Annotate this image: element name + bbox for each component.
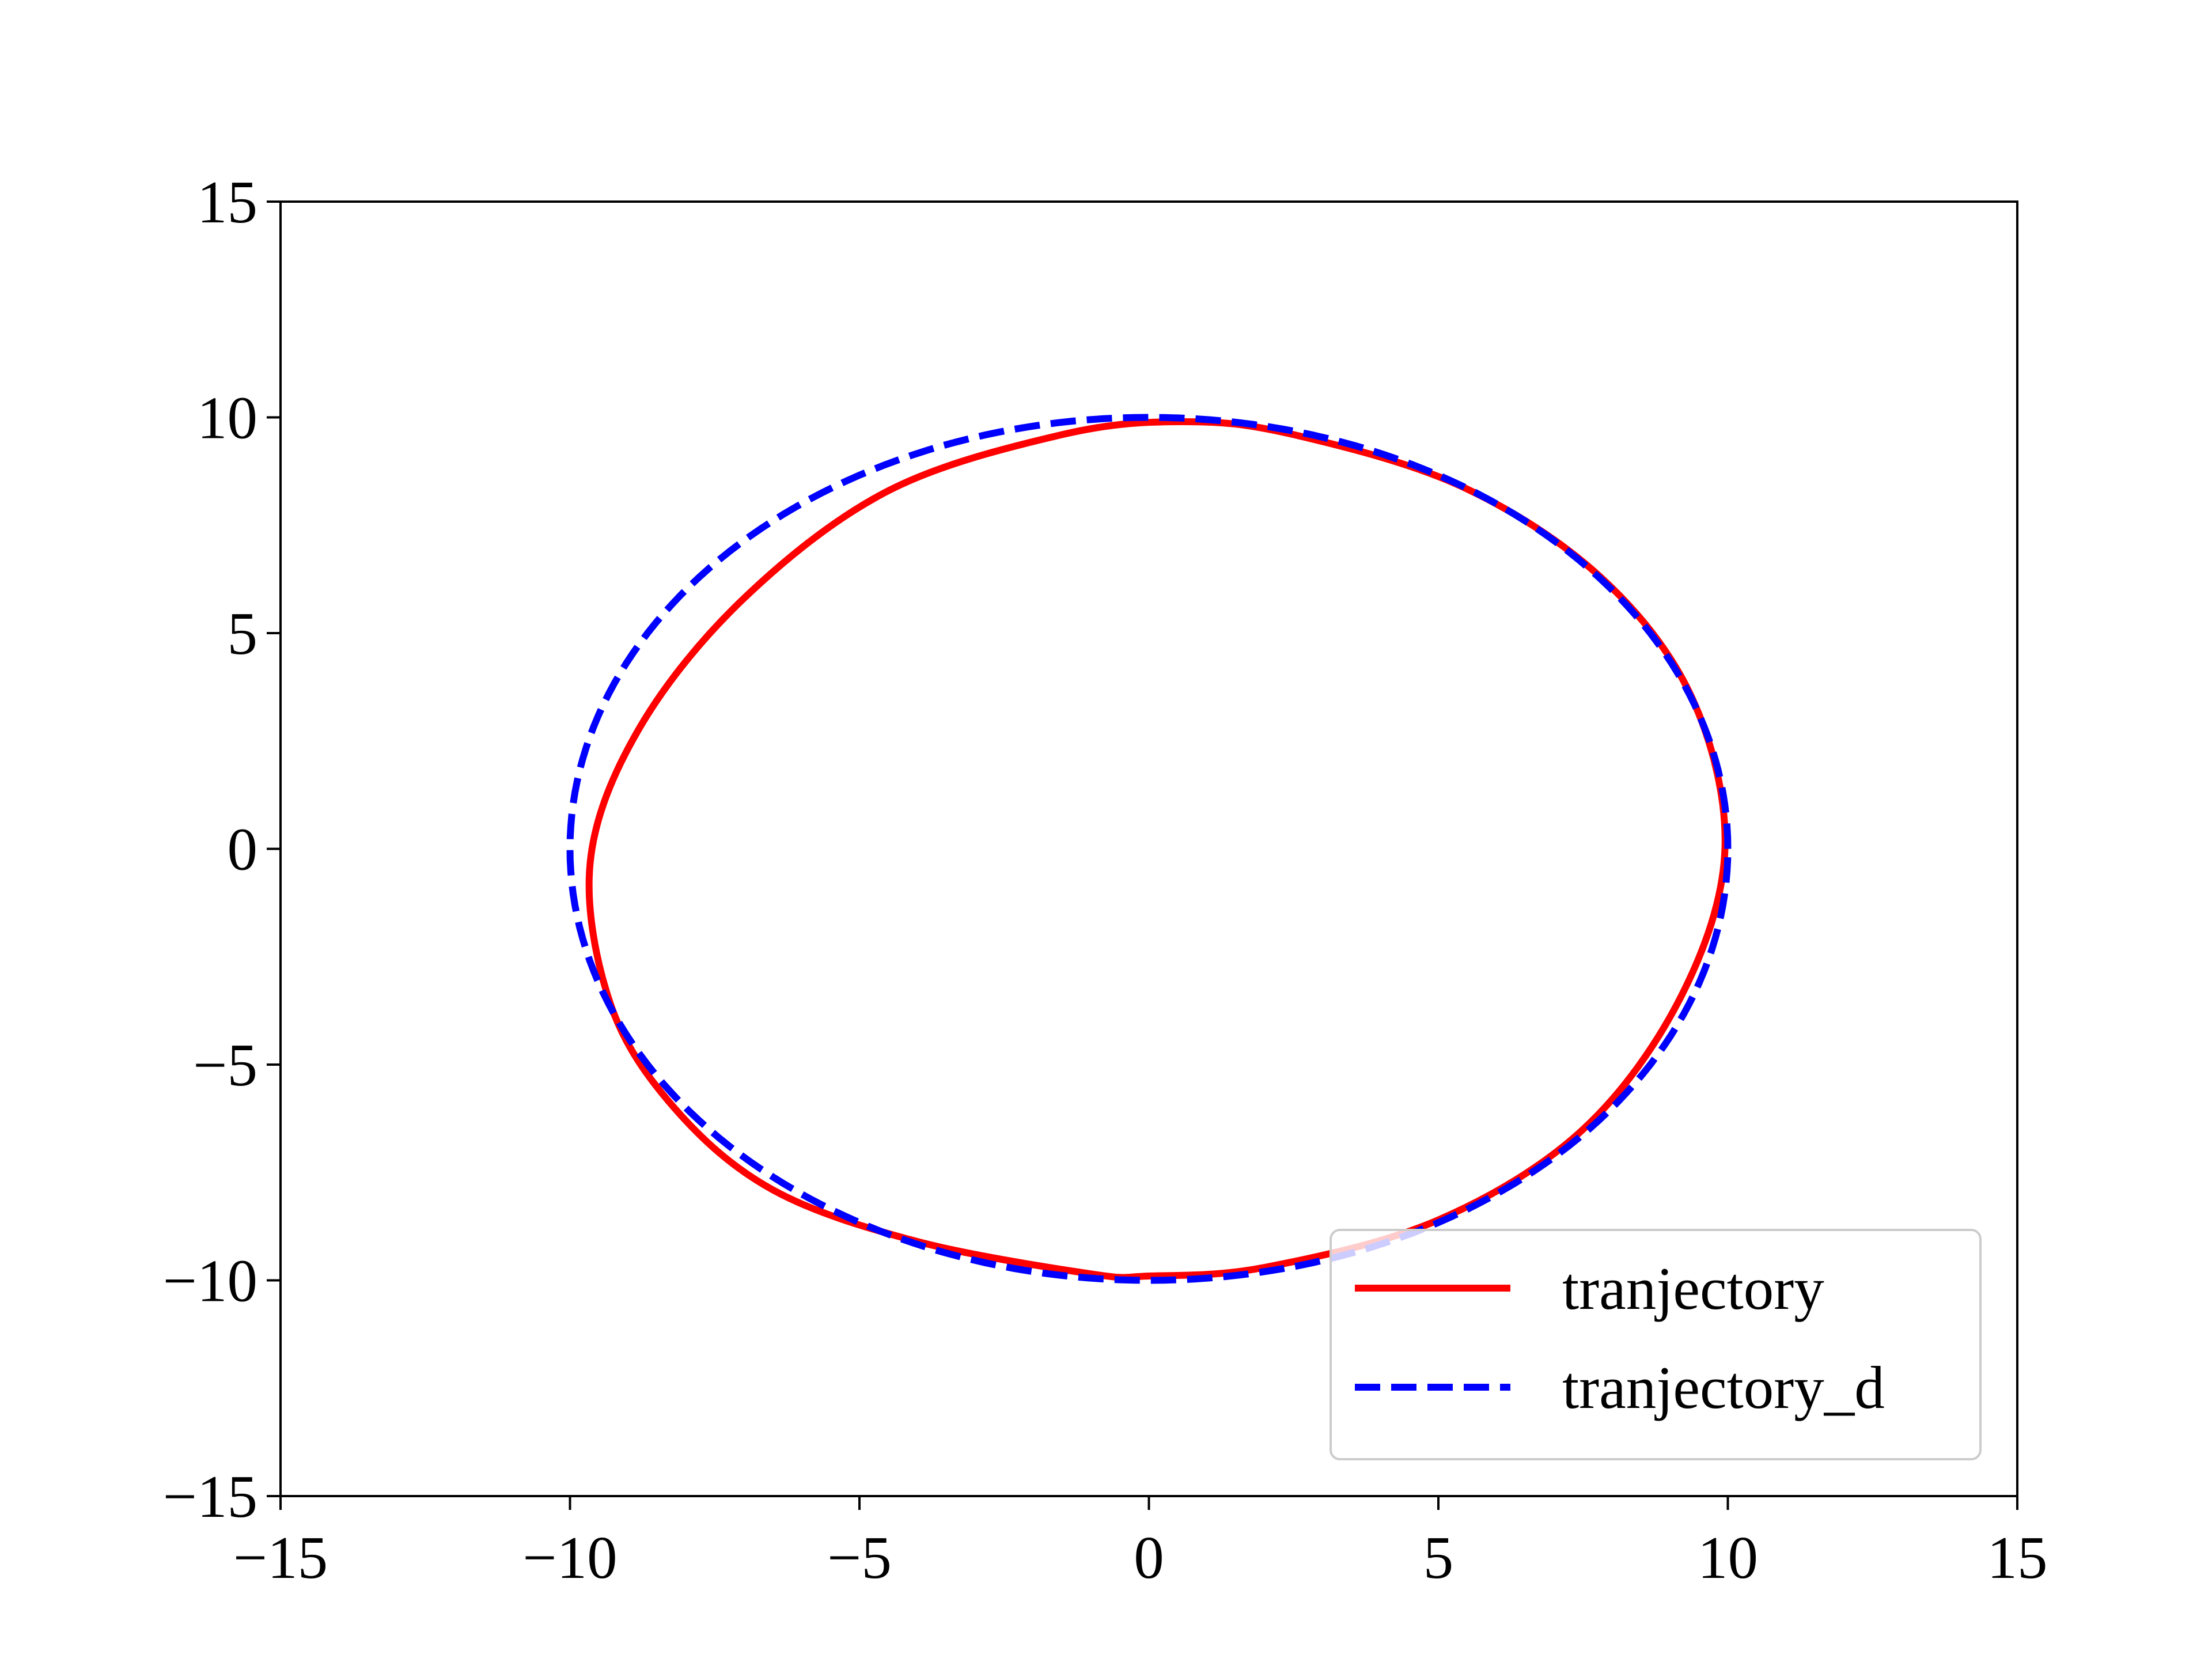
x-tick-label: 10	[1698, 1524, 1758, 1591]
series-line-tranjectory_d	[566, 414, 1732, 1284]
y-tick-label: 0	[228, 816, 258, 883]
x-tick-label: −15	[233, 1524, 328, 1591]
y-tick-label: −5	[193, 1031, 257, 1099]
legend-label-tranjectory: tranjectory	[1562, 1255, 1824, 1322]
y-axis: −15 −10 −5 0 5 10 15	[163, 168, 281, 1530]
y-tick-label: −10	[163, 1247, 257, 1315]
y-tick-label: 15	[197, 168, 257, 236]
x-axis: −15 −10 −5 0 5 10 15	[233, 1496, 2048, 1591]
y-tick-label: 5	[228, 600, 258, 667]
y-tick-label: −15	[163, 1463, 257, 1530]
y-tick-label: 10	[197, 384, 257, 452]
legend-label-tranjectory_d: tranjectory_d	[1562, 1354, 1885, 1421]
legend: tranjectory tranjectory_d	[1330, 1229, 1982, 1460]
x-tick-label: −10	[522, 1524, 617, 1591]
x-tick-label: −5	[827, 1524, 892, 1591]
x-tick-label: 0	[1134, 1524, 1164, 1591]
x-tick-label: 5	[1423, 1524, 1454, 1591]
x-tick-label: 15	[1987, 1524, 2048, 1591]
